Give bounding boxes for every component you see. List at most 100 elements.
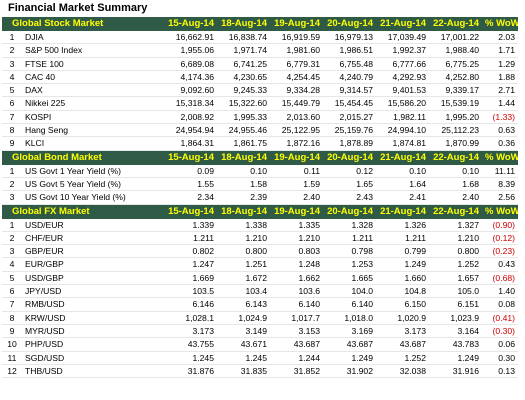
wow-cell: 0.30 [482,351,518,365]
date-column-header: 19-Aug-14 [270,150,323,165]
value-cell: 1.249 [323,351,376,365]
value-cell: 2.40 [270,190,323,205]
date-column-header: 20-Aug-14 [323,204,376,219]
value-cell: 104.8 [376,284,429,299]
row-name: EUR/GBP [22,257,164,272]
value-cell: 1.669 [164,271,217,286]
value-cell: 1,861.75 [217,136,270,151]
wow-cell: 2.03 [482,31,518,45]
value-cell: 6,777.66 [376,57,429,71]
value-cell: 2.41 [376,190,429,205]
date-column-header: 15-Aug-14 [164,17,217,31]
table-row: 1 DJIA 16,662.91 16,838.74 16,919.59 16,979.1… [2,31,518,45]
row-index: 4 [2,257,22,272]
value-cell: 24,954.94 [164,123,217,138]
value-cell: 1.672 [217,271,270,286]
value-cell: 1,971.74 [217,43,270,58]
wow-cell: 0.63 [482,123,518,138]
table-row: 3 US Govt 10 Year Yield (%) 2.34 2.39 2.40 2.… [2,190,518,205]
date-column-header: 21-Aug-14 [376,150,429,165]
value-cell: 1.253 [323,257,376,272]
value-cell: 1.662 [270,271,323,286]
row-index: 10 [2,337,22,352]
row-name: RMB/USD [22,297,164,312]
wow-cell: (0.30) [482,324,518,339]
value-cell: 16,979.13 [323,31,376,45]
table-row: 3 GBP/EUR 0.802 0.800 0.803 0.798 0.799 0.800 (0… [2,244,518,259]
section-header: Global Bond Market 15-Aug-14 18-Aug-14 19-A… [2,150,518,165]
table-row: 5 DAX 9,092.60 9,245.33 9,334.28 9,314.57 9,40… [2,83,518,98]
table-row: 2 US Govt 5 Year Yield (%) 1.55 1.58 1.59 1.6… [2,177,518,192]
value-cell: 17,001.22 [429,31,482,45]
value-cell: 43.687 [323,337,376,352]
date-column-header: 18-Aug-14 [217,204,270,219]
value-cell: 103.5 [164,284,217,299]
value-cell: 3.164 [429,324,482,339]
value-cell: 31.835 [217,364,270,379]
row-index: 3 [2,244,22,259]
wow-cell: 1.29 [482,57,518,71]
table-row: 6 JPY/USD 103.5 103.4 103.6 104.0 104.8 105.0 1.… [2,284,518,299]
value-cell: 1.211 [164,231,217,246]
row-name: US Govt 10 Year Yield (%) [22,190,164,205]
page-title: Financial Market Summary [8,2,148,14]
value-cell: 31.916 [429,364,482,379]
row-index: 7 [2,297,22,312]
value-cell: 1.252 [429,257,482,272]
value-cell: 16,919.59 [270,31,323,45]
date-column-header: 15-Aug-14 [164,150,217,165]
table-row: 1 US Govt 1 Year Yield (%) 0.09 0.10 0.11 0.1… [2,164,518,178]
value-cell: 1.245 [164,351,217,365]
table-row: 9 KLCI 1,864.31 1,861.75 1,872.16 1,878.89 1,8… [2,136,518,151]
value-cell: 6.151 [429,297,482,312]
row-index: 1 [2,164,22,178]
value-cell: 1,982.11 [376,110,429,125]
row-name: Hang Seng [22,123,164,138]
value-cell: 24,955.46 [217,123,270,138]
value-cell: 16,838.74 [217,31,270,45]
section-title: Global Stock Market [2,17,164,31]
value-cell: 0.11 [270,164,323,178]
row-index: 6 [2,284,22,299]
section-title: Global FX Market [2,204,164,219]
table-row: 10 PHP/USD 43.755 43.671 43.687 43.687 43.687 4… [2,337,518,352]
row-index: 3 [2,57,22,71]
value-cell: 6.140 [270,297,323,312]
value-cell: 3.173 [164,324,217,339]
value-cell: 1,028.1 [164,311,217,325]
value-cell: 0.800 [429,244,482,259]
value-cell: 1,992.37 [376,43,429,58]
date-column-header: 22-Aug-14 [429,17,482,31]
row-name: SGD/USD [22,351,164,365]
value-cell: 1.327 [429,218,482,232]
value-cell: 6.150 [376,297,429,312]
value-cell: 6.143 [217,297,270,312]
value-cell: 0.803 [270,244,323,259]
value-cell: 1,995.33 [217,110,270,125]
date-column-header: 19-Aug-14 [270,204,323,219]
value-cell: 1,024.9 [217,311,270,325]
row-index: 5 [2,83,22,98]
value-cell: 0.10 [429,164,482,178]
value-cell: 15,449.79 [270,96,323,111]
row-index: 2 [2,43,22,58]
wow-cell: 8.39 [482,177,518,192]
table-row: 7 RMB/USD 6.146 6.143 6.140 6.140 6.150 6.151 0.… [2,297,518,312]
row-name: KLCI [22,136,164,151]
value-cell: 1.210 [429,231,482,246]
value-cell: 1,878.89 [323,136,376,151]
value-cell: 104.0 [323,284,376,299]
value-cell: 6,689.08 [164,57,217,71]
table-row: 6 Nikkei 225 15,318.34 15,322.60 15,449.79 15… [2,96,518,111]
value-cell: 0.10 [376,164,429,178]
value-cell: 6,775.25 [429,57,482,71]
value-cell: 15,539.19 [429,96,482,111]
value-cell: 1.64 [376,177,429,192]
value-cell: 2,008.92 [164,110,217,125]
table-row: 1 USD/EUR 1.339 1.338 1.335 1.328 1.326 1.327 (0… [2,218,518,232]
value-cell: 1.55 [164,177,217,192]
date-column-header: 19-Aug-14 [270,17,323,31]
row-index: 4 [2,70,22,85]
wow-cell: (0.90) [482,218,518,232]
value-cell: 1.252 [376,351,429,365]
